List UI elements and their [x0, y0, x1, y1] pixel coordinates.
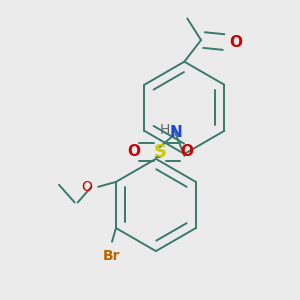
Text: O: O — [229, 34, 242, 50]
Text: H: H — [160, 123, 170, 137]
Text: Br: Br — [102, 250, 120, 263]
Text: O: O — [180, 145, 193, 160]
Text: N: N — [169, 125, 182, 140]
Text: S: S — [153, 143, 166, 161]
Text: O: O — [127, 145, 140, 160]
Text: O: O — [81, 180, 92, 194]
